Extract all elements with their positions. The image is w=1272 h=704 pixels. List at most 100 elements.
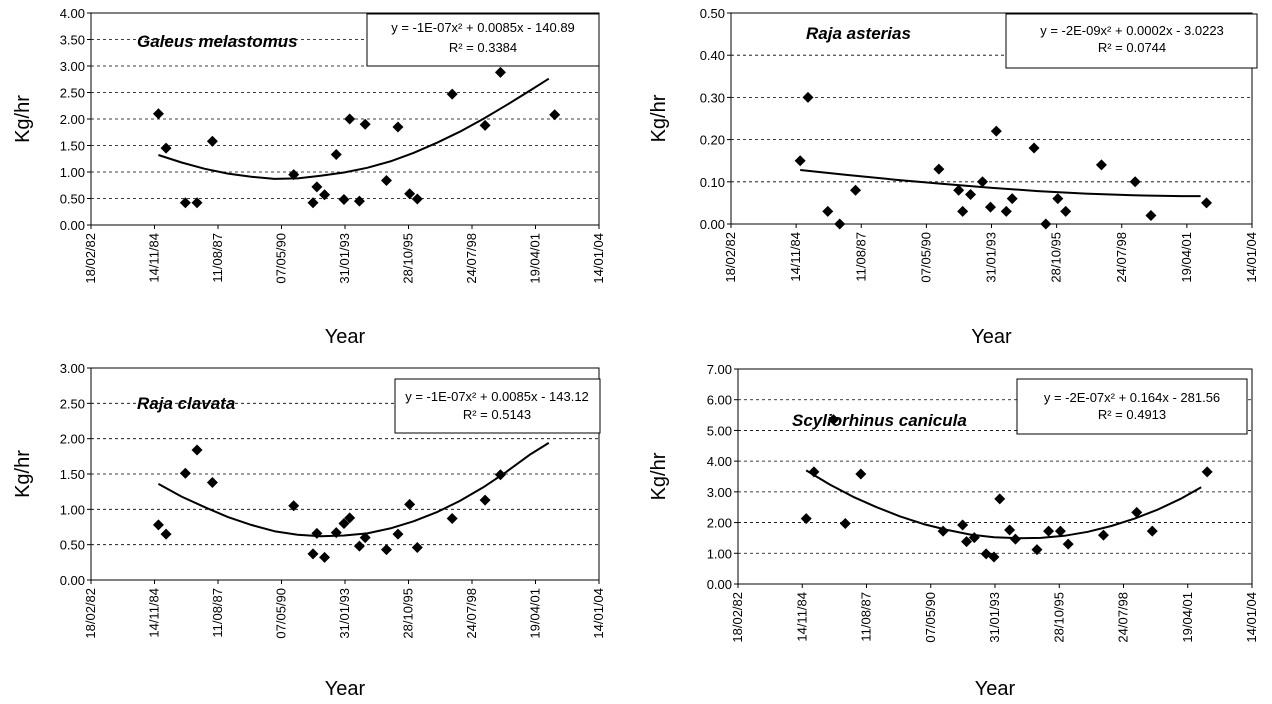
data-point bbox=[307, 197, 319, 209]
data-point bbox=[1097, 529, 1109, 541]
data-point bbox=[494, 66, 506, 78]
y-tick-label: 0.20 bbox=[700, 133, 725, 148]
y-tick-label: 3.50 bbox=[60, 33, 85, 48]
y-tick-label: 0.00 bbox=[707, 577, 732, 592]
x-tick-label: 07/05/90 bbox=[274, 588, 289, 639]
x-tick-label: 14/11/84 bbox=[147, 233, 162, 283]
y-tick-label: 4.00 bbox=[707, 454, 732, 469]
data-point bbox=[319, 551, 331, 563]
y-tick-label: 4.00 bbox=[60, 6, 85, 21]
data-point bbox=[965, 188, 977, 200]
data-point bbox=[344, 512, 356, 524]
data-point bbox=[988, 551, 1000, 563]
data-point bbox=[311, 181, 323, 193]
x-tick-label: 14/01/04 bbox=[591, 233, 606, 284]
y-tick-label: 2.00 bbox=[60, 432, 85, 447]
data-point bbox=[1095, 159, 1107, 171]
x-tick-label: 18/02/82 bbox=[83, 588, 98, 639]
data-point bbox=[1201, 466, 1213, 478]
y-tick-label: 2.50 bbox=[60, 86, 85, 101]
x-tick-label: 31/01/93 bbox=[984, 232, 999, 283]
data-point bbox=[380, 544, 392, 556]
y-tick-label: 2.00 bbox=[707, 516, 732, 531]
trend-equation: y = -2E-07x² + 0.164x - 281.56 bbox=[1044, 390, 1220, 405]
data-point bbox=[494, 469, 506, 481]
data-point bbox=[1004, 524, 1016, 536]
x-tick-label: 14/01/04 bbox=[591, 588, 606, 639]
x-axis-title: Year bbox=[975, 678, 1016, 700]
data-point bbox=[179, 467, 191, 479]
data-point bbox=[330, 149, 342, 161]
x-tick-label: 07/05/90 bbox=[923, 592, 938, 643]
y-tick-label: 1.00 bbox=[60, 165, 85, 180]
x-tick-label: 28/10/95 bbox=[401, 588, 416, 639]
y-tick-label: 3.00 bbox=[60, 361, 85, 376]
r-squared: R² = 0.5143 bbox=[463, 407, 531, 422]
r-squared: R² = 0.3384 bbox=[449, 40, 517, 55]
r-squared: R² = 0.4913 bbox=[1098, 407, 1166, 422]
data-point bbox=[206, 135, 218, 147]
data-point bbox=[549, 109, 561, 121]
x-axis-title: Year bbox=[325, 326, 366, 348]
data-point bbox=[994, 493, 1006, 505]
x-tick-label: 14/11/84 bbox=[788, 232, 803, 282]
x-tick-label: 11/08/87 bbox=[853, 232, 868, 282]
x-tick-label: 19/04/01 bbox=[1179, 232, 1194, 283]
x-tick-label: 19/04/01 bbox=[528, 233, 543, 284]
data-point bbox=[980, 548, 992, 560]
x-tick-label: 07/05/90 bbox=[274, 233, 289, 284]
data-point bbox=[802, 91, 814, 103]
data-point bbox=[1043, 525, 1055, 537]
data-point bbox=[311, 527, 323, 539]
x-tick-label: 24/07/98 bbox=[1114, 232, 1129, 283]
y-tick-label: 0.50 bbox=[60, 538, 85, 553]
x-tick-label: 19/04/01 bbox=[528, 588, 543, 639]
data-point bbox=[1028, 142, 1040, 154]
data-point bbox=[330, 527, 342, 539]
data-point bbox=[937, 525, 949, 537]
x-axis-title: Year bbox=[971, 326, 1012, 348]
chart-title: Scyliorhinus canicula bbox=[792, 411, 967, 430]
y-tick-label: 0.50 bbox=[700, 6, 725, 21]
trend-equation: y = -2E-09x² + 0.0002x - 3.0223 bbox=[1040, 23, 1224, 38]
data-point bbox=[800, 513, 812, 525]
x-tick-label: 18/02/82 bbox=[723, 232, 738, 283]
y-tick-label: 0.10 bbox=[700, 175, 725, 190]
x-tick-label: 11/08/87 bbox=[210, 588, 225, 638]
trend-line bbox=[805, 469, 1202, 540]
data-point bbox=[392, 121, 404, 133]
y-tick-label: 0.30 bbox=[700, 90, 725, 105]
x-tick-label: 11/08/87 bbox=[210, 233, 225, 283]
trend-equation: y = -1E-07x² + 0.0085x - 140.89 bbox=[391, 20, 575, 35]
y-tick-label: 0.00 bbox=[60, 573, 85, 588]
data-point bbox=[933, 163, 945, 175]
data-point bbox=[404, 498, 416, 510]
y-tick-label: 6.00 bbox=[707, 393, 732, 408]
y-tick-label: 1.50 bbox=[60, 467, 85, 482]
data-point bbox=[152, 108, 164, 120]
data-point bbox=[794, 155, 806, 167]
data-point bbox=[338, 517, 350, 529]
data-point bbox=[392, 528, 404, 540]
data-point bbox=[1040, 218, 1052, 230]
x-tick-label: 28/10/95 bbox=[401, 233, 416, 284]
chart-title: Raja asterias bbox=[806, 24, 911, 43]
data-point bbox=[446, 88, 458, 100]
y-tick-label: 2.00 bbox=[60, 112, 85, 127]
data-point bbox=[288, 500, 300, 512]
data-point bbox=[977, 176, 989, 188]
x-tick-label: 11/08/87 bbox=[859, 592, 874, 642]
data-point bbox=[1052, 193, 1064, 205]
equation-box bbox=[366, 13, 600, 67]
data-point bbox=[359, 118, 371, 130]
y-axis-title: Kg/hr bbox=[12, 450, 34, 498]
data-point bbox=[855, 468, 867, 480]
x-tick-label: 24/07/98 bbox=[464, 588, 479, 639]
data-point bbox=[206, 476, 218, 488]
y-tick-label: 5.00 bbox=[707, 423, 732, 438]
data-point bbox=[839, 517, 851, 529]
chart-title: Galeus melastomus bbox=[137, 32, 298, 51]
y-tick-label: 1.50 bbox=[60, 139, 85, 154]
trend-line bbox=[800, 169, 1201, 198]
data-point bbox=[160, 528, 172, 540]
